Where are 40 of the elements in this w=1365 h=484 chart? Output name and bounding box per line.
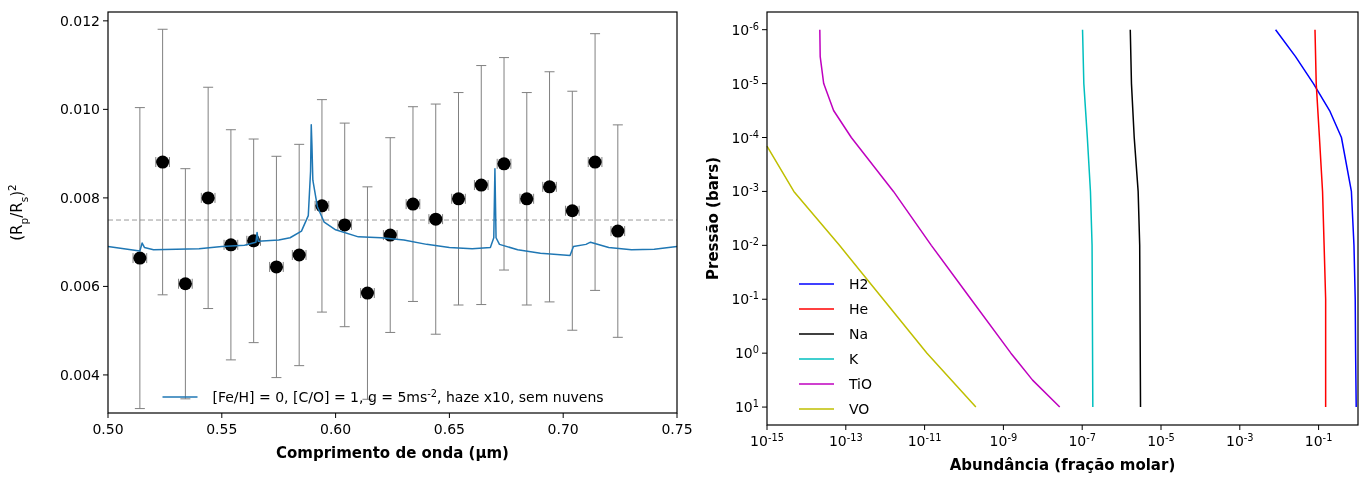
y-tick-label: 10$^{1}$ <box>734 397 759 416</box>
x-tick-label: 0.75 <box>661 421 693 437</box>
x-tick-label: 10$^{-13}$ <box>828 431 863 449</box>
legend-label: VO <box>849 401 870 417</box>
x-tick-label: 0.50 <box>92 421 124 437</box>
y-tick-label: 10$^{-2}$ <box>731 235 759 254</box>
y-tick-label: 10$^{-6}$ <box>731 20 759 38</box>
legend-label: TiO <box>848 376 873 392</box>
line-series <box>1314 28 1327 408</box>
x-tick-label: 10$^{-3}$ <box>1226 431 1254 449</box>
x-tick-label: 0.70 <box>547 421 579 437</box>
y-tick-label: 0.008 <box>59 189 100 206</box>
x-tick-label: 10$^{-5}$ <box>1147 431 1175 449</box>
legend-label: Na <box>849 326 869 342</box>
y-axis-title: Pressão (bars) <box>704 157 722 280</box>
x-tick-label: 10$^{-7}$ <box>1068 431 1096 449</box>
x-tick-label: 0.60 <box>320 421 352 437</box>
y-tick-label: 0.006 <box>59 278 101 295</box>
x-tick-label: 0.65 <box>433 421 465 437</box>
line-series <box>1129 28 1142 408</box>
x-tick-label: 10$^{-11}$ <box>907 431 942 449</box>
line-series <box>1081 28 1094 408</box>
x-axis-title: Comprimento de onda (μm) <box>276 444 509 462</box>
x-tick-label: 10$^{-9}$ <box>989 431 1018 449</box>
legend-label: K <box>849 351 859 367</box>
y-tick-label: 10$^{-1}$ <box>731 289 759 308</box>
x-axis-title: Abundância (fração molar) <box>949 456 1176 474</box>
x-tick-label: 10$^{-15}$ <box>750 431 784 449</box>
y-tick-label: 0.004 <box>59 366 101 383</box>
x-tick-label: 0.55 <box>206 421 238 437</box>
y-tick-label: 10$^{-4}$ <box>731 128 759 146</box>
y-tick-label: 10$^{-5}$ <box>731 74 759 92</box>
y-tick-label: 0.010 <box>59 101 100 118</box>
x-tick-label: 10$^{-1}$ <box>1304 431 1333 449</box>
y-tick-label: 10$^{-3}$ <box>731 181 759 200</box>
y-tick-label: 10$^{0}$ <box>734 343 759 362</box>
legend-label: H2 <box>849 276 869 292</box>
legend-label: [Fe/H] = 0, [C/O] = 1, g = 5ms$^{-2}$, haze x10, sem nuvens <box>212 387 604 405</box>
y-tick-label: 0.012 <box>59 12 100 29</box>
legend-label: He <box>849 301 869 317</box>
